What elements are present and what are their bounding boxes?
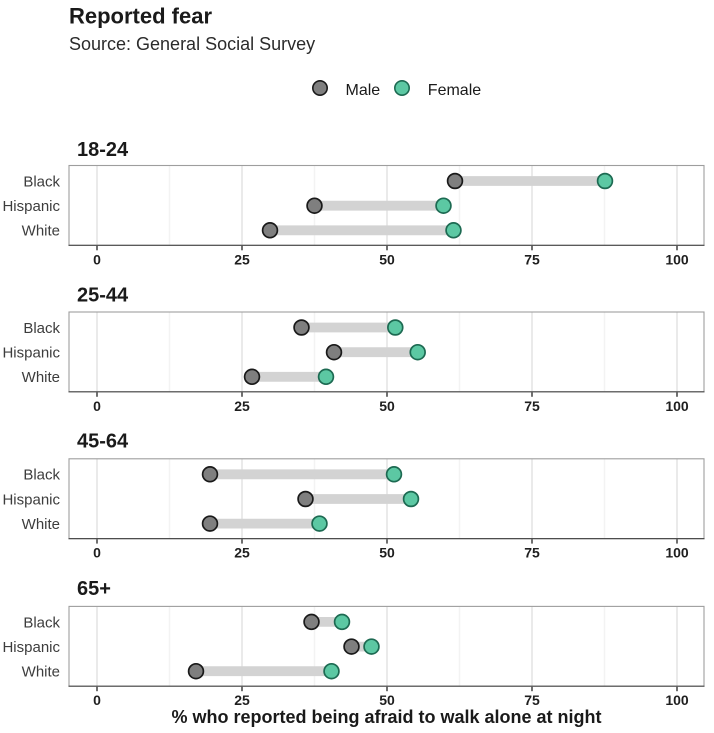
- svg-text:Black: Black: [23, 614, 60, 631]
- svg-text:100: 100: [665, 251, 689, 267]
- svg-text:100: 100: [665, 398, 689, 414]
- svg-text:100: 100: [665, 692, 689, 708]
- svg-text:45-64: 45-64: [77, 430, 129, 452]
- svg-text:Male: Male: [346, 82, 381, 99]
- svg-text:18-24: 18-24: [77, 139, 129, 161]
- svg-text:Hispanic: Hispanic: [2, 198, 60, 215]
- svg-text:25: 25: [234, 692, 250, 708]
- svg-text:Source: General Social Survey: Source: General Social Survey: [69, 34, 315, 54]
- svg-text:75: 75: [524, 692, 540, 708]
- svg-text:Hispanic: Hispanic: [2, 345, 60, 362]
- svg-text:Black: Black: [23, 173, 60, 190]
- svg-text:Female: Female: [428, 82, 481, 99]
- svg-text:Black: Black: [23, 320, 60, 337]
- svg-text:0: 0: [93, 398, 101, 414]
- svg-text:100: 100: [665, 545, 689, 561]
- svg-text:75: 75: [524, 545, 540, 561]
- svg-text:65+: 65+: [77, 578, 111, 600]
- svg-text:75: 75: [524, 398, 540, 414]
- svg-text:White: White: [22, 369, 60, 386]
- svg-text:0: 0: [93, 251, 101, 267]
- svg-text:50: 50: [379, 398, 395, 414]
- svg-text:0: 0: [93, 545, 101, 561]
- svg-text:Hispanic: Hispanic: [2, 639, 60, 656]
- svg-text:Hispanic: Hispanic: [2, 491, 60, 508]
- svg-text:25-44: 25-44: [77, 285, 129, 307]
- svg-text:0: 0: [93, 692, 101, 708]
- svg-text:Black: Black: [23, 467, 60, 484]
- svg-text:50: 50: [379, 545, 395, 561]
- svg-text:Reported fear: Reported fear: [69, 3, 212, 28]
- svg-text:25: 25: [234, 398, 250, 414]
- svg-text:50: 50: [379, 692, 395, 708]
- svg-text:White: White: [22, 223, 60, 240]
- svg-text:50: 50: [379, 251, 395, 267]
- svg-text:25: 25: [234, 251, 250, 267]
- svg-text:25: 25: [234, 545, 250, 561]
- svg-text:White: White: [22, 664, 60, 681]
- svg-text:White: White: [22, 516, 60, 533]
- svg-text:% who reported being afraid to: % who reported being afraid to walk alon…: [171, 707, 601, 727]
- svg-text:75: 75: [524, 251, 540, 267]
